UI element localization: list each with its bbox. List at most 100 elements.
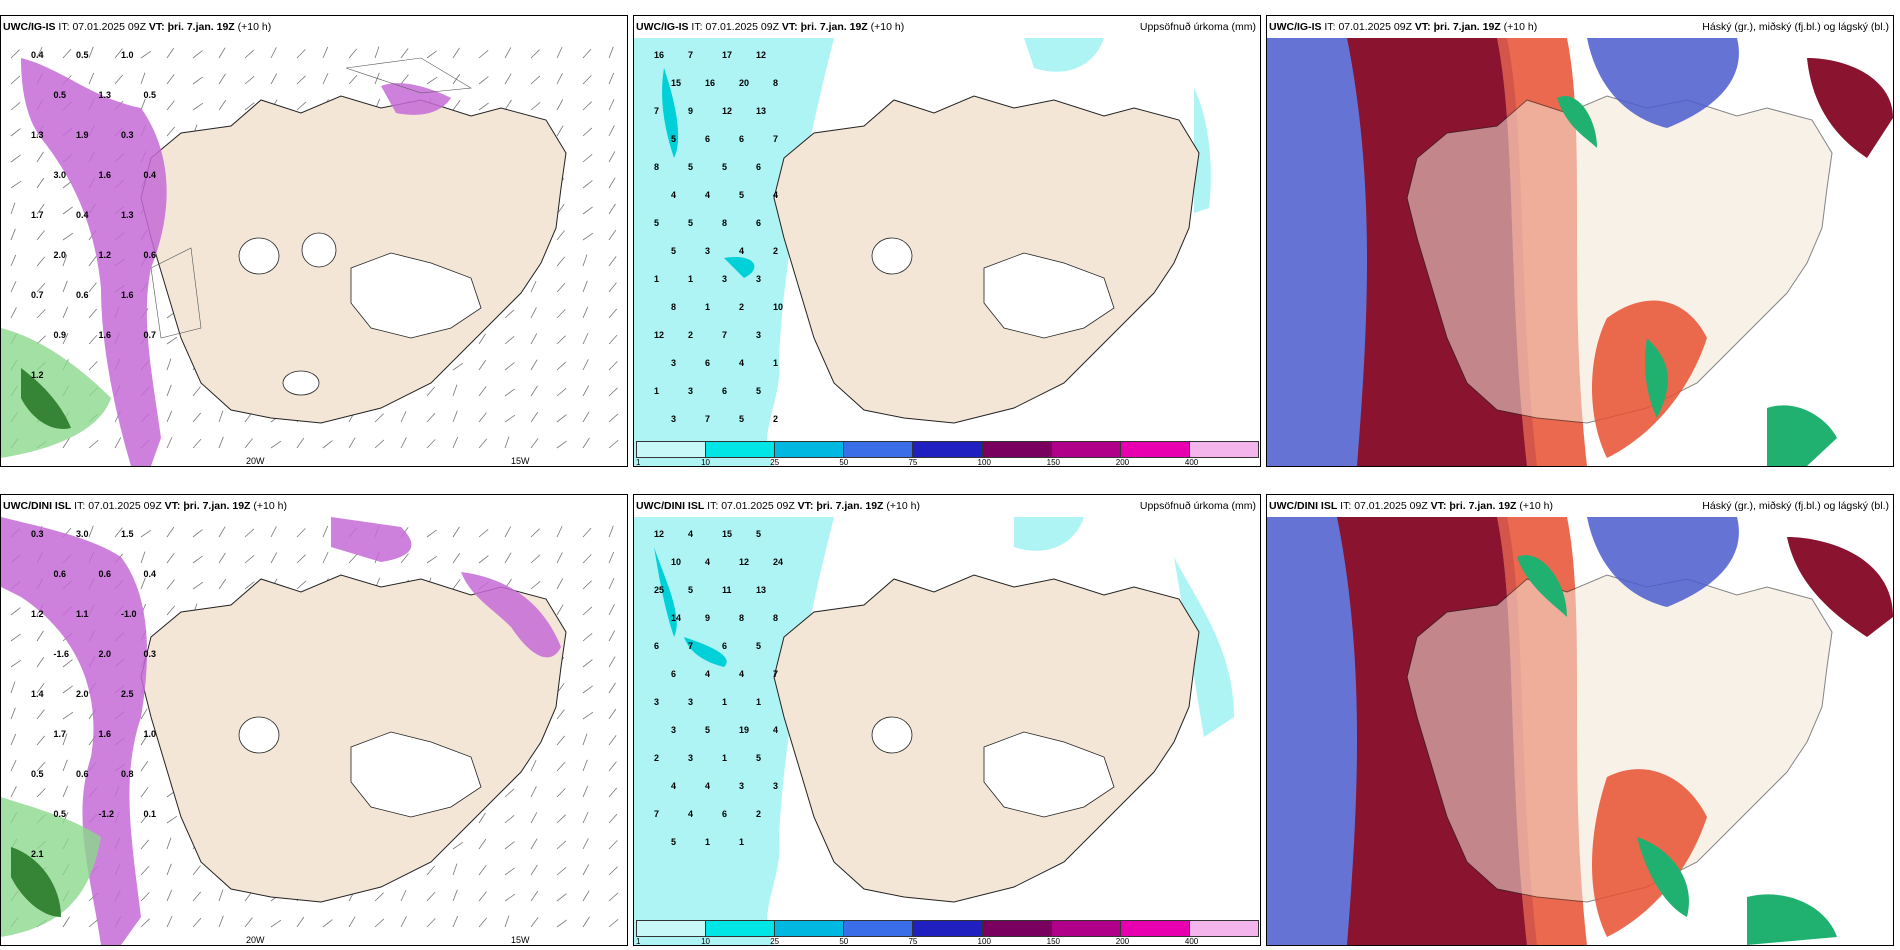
wind-barb	[556, 761, 566, 772]
wind-barb	[608, 735, 617, 746]
wind-barb	[504, 47, 512, 59]
value-label: 1	[722, 697, 727, 707]
wind-barb	[166, 605, 176, 616]
wind-barb	[556, 73, 563, 85]
value-label: 5	[756, 386, 761, 396]
wind-barb	[36, 761, 46, 772]
wind-barb	[530, 438, 539, 449]
wind-barb	[88, 46, 94, 59]
value-label: 0.3	[144, 649, 157, 659]
wind-barb	[608, 98, 615, 111]
iceland-land	[773, 95, 1200, 424]
wind-barb	[218, 889, 224, 902]
wind-barb	[192, 102, 204, 111]
wind-barb	[10, 49, 20, 59]
value-label: 6	[722, 641, 727, 651]
value-label: 2.0	[99, 649, 112, 659]
wind-barb	[140, 760, 149, 772]
wind-barb	[530, 411, 539, 423]
wind-map: 20W 15W 0.3 3.0 1.5 0.6 0.6 0.4 1.2 1.1 -1.0 -1.6…	[1, 517, 627, 945]
wind-barb	[608, 787, 618, 798]
value-label: 1	[773, 358, 778, 368]
wind-barb	[374, 439, 385, 449]
wind-barb	[140, 813, 149, 824]
cloud-map	[1267, 38, 1893, 466]
value-label: 0.3	[121, 130, 134, 140]
wind-barb	[582, 232, 594, 241]
wind-values: 0.4 0.5 1.0 0.5 1.3 0.5 1.3 1.9 0.3 3.0 1.6 0.4 1.7 0…	[31, 50, 156, 380]
wind-barb	[296, 554, 306, 564]
value-label: 1.2	[99, 250, 112, 260]
value-label: 5	[654, 218, 659, 228]
wind-barb	[296, 49, 306, 59]
colorbar-tick: 200	[1115, 458, 1130, 467]
wind-barb	[10, 707, 16, 720]
wind-barb	[608, 918, 619, 928]
wind-barb	[62, 254, 68, 267]
lon-label: 15W	[511, 935, 530, 945]
value-label: 1.1	[76, 609, 89, 619]
value-label: 3	[722, 274, 727, 284]
wind-barb	[582, 659, 593, 668]
wind-barb	[582, 606, 593, 616]
value-label: 12	[756, 50, 766, 60]
precip-map: 12 4 15 5 10 4 12 24 25 5 11 13 14 9 8 8 6 7 6 5 6 4 4 7 3 3 1 1 3 5 1…	[634, 517, 1260, 945]
wind-barb	[296, 580, 307, 590]
wind-barb	[62, 232, 74, 241]
wind-barb	[504, 335, 515, 345]
colorbar-tick: 10	[701, 937, 711, 946]
wind-barb	[140, 865, 150, 876]
wind-barb	[608, 656, 616, 668]
wind-barb	[478, 359, 487, 371]
wind-barb	[296, 75, 306, 85]
wind-barb	[504, 388, 515, 397]
wind-barb	[166, 915, 173, 928]
wind-barb	[478, 76, 489, 85]
wind-barb	[36, 309, 46, 319]
wind-barb	[504, 814, 515, 824]
wind-barb	[582, 733, 588, 746]
wind-barb	[166, 837, 172, 850]
value-label: 0.8	[121, 769, 134, 779]
wind-barb	[530, 554, 541, 564]
value-label: 6	[671, 669, 676, 679]
wind-barb	[140, 551, 146, 564]
value-label: 6	[739, 134, 744, 144]
wind-barb	[556, 919, 567, 928]
wind-barb	[36, 46, 43, 59]
value-label: 7	[654, 809, 659, 819]
value-label: 3	[705, 246, 710, 256]
wind-barb	[608, 413, 619, 423]
panel-header: UWC/IG-IS IT: 07.01.2025 09Z VT: þri. 7.…	[3, 21, 272, 33]
value-label: 6	[722, 386, 727, 396]
wind-barb	[62, 437, 70, 449]
wind-barb	[192, 581, 204, 590]
wind-barb	[270, 440, 282, 449]
value-label: 1.0	[121, 50, 134, 60]
wind-barb	[192, 917, 202, 928]
wind-barb	[400, 437, 407, 449]
wind-barb	[192, 529, 203, 538]
iceland-land	[140, 574, 567, 903]
value-label: 7	[654, 106, 659, 116]
wind-barb	[270, 919, 282, 928]
colorbar-segment	[1119, 920, 1190, 937]
wind-barb	[504, 414, 516, 423]
wind-barb	[530, 890, 539, 902]
value-label: 7	[722, 330, 727, 340]
value-label: 0.6	[99, 569, 112, 579]
wind-barb	[530, 49, 540, 59]
wind-barb	[452, 384, 458, 397]
wind-barb	[140, 72, 146, 85]
wind-barb	[582, 306, 589, 319]
value-label: 3.0	[54, 170, 67, 180]
precip-map: 16 7 17 12 15 16 20 8 7 9 12 13 5 6 6 7 8 5 5 6 4 4 5 4 5 5 8 6 5 3 4 2…	[634, 38, 1260, 466]
value-label: 12	[654, 529, 664, 539]
value-label: 5	[756, 753, 761, 763]
colorbar-segment	[843, 441, 914, 458]
wind-barb	[296, 101, 307, 111]
value-label: 5	[705, 725, 710, 735]
wind-barb	[452, 915, 459, 928]
colorbar-tick: 400	[1184, 937, 1199, 946]
value-label: 0.3	[31, 529, 44, 539]
